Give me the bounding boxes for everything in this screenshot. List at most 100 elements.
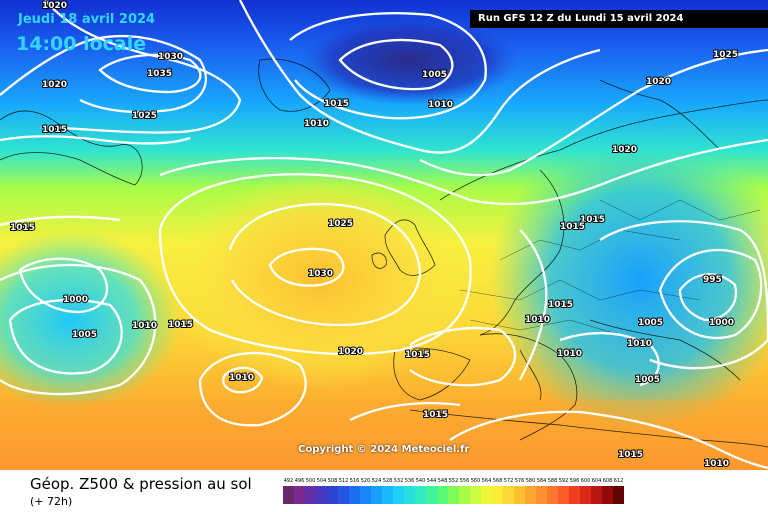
legend-value: 608 [602,478,613,484]
legend-value: 492 [283,478,294,484]
isobar-label: 1000 [709,318,734,328]
legend-swatch [591,486,602,504]
legend-value: 576 [514,478,525,484]
legend-swatch [404,486,415,504]
legend-value: 612 [613,478,624,484]
chart-title: Géop. Z500 & pression au sol [30,475,252,493]
legend-swatch [426,486,437,504]
weather-map: 1020 1030 1035 1025 1020 1015 1005 1010 … [0,0,768,470]
legend-value: 580 [525,478,536,484]
legend-value: 584 [536,478,547,484]
legend-swatches [283,486,624,504]
legend-swatch [448,486,459,504]
legend-value: 552 [448,478,459,484]
isobar-label: 1025 [713,50,738,60]
legend-swatch [492,486,503,504]
legend-value: 512 [338,478,349,484]
valid-date: Jeudi 18 avril 2024 [18,12,156,27]
legend-swatch [327,486,338,504]
legend-swatch [514,486,525,504]
isobar-label: 1010 [704,459,729,469]
valid-time: 14:00 locale [16,33,147,55]
legend-swatch [316,486,327,504]
isobar-label: 1010 [132,321,157,331]
legend-value: 568 [492,478,503,484]
deep-low-north [300,15,520,105]
forecast-lead: (+ 72h) [30,495,73,508]
legend-swatch [437,486,448,504]
legend-swatch [503,486,514,504]
isobar-label: 1010 [229,373,254,383]
isobar-label: 1010 [627,339,652,349]
legend-labels: 492 496 500 504 508 512 516 520 524 528 532 536 540 5… [283,478,624,484]
legend-swatch [305,486,316,504]
legend-value: 504 [316,478,327,484]
coastlines [0,58,768,448]
isobar-label: 1020 [42,80,67,90]
legend-swatch [470,486,481,504]
legend-swatch [415,486,426,504]
legend-swatch [558,486,569,504]
isobar-label: 1015 [42,125,67,135]
isobar-label: 1015 [548,300,573,310]
legend-value: 548 [437,478,448,484]
legend-swatch [481,486,492,504]
isobar-label: 1025 [132,111,157,121]
isobar-label: 1010 [525,315,550,325]
isobar-label: 1015 [560,222,585,232]
isobars [349,401,768,470]
orange-south [0,400,768,470]
isobar-label: 1025 [328,219,353,229]
legend-swatch [580,486,591,504]
legend-value: 496 [294,478,305,484]
legend-swatch [283,486,294,504]
isobar-label: 1015 [324,99,349,109]
legend-value: 600 [580,478,591,484]
run-banner: Run GFS 12 Z du Lundi 15 avril 2024 [470,10,768,28]
legend-swatch [547,486,558,504]
isobar-label: 1015 [405,350,430,360]
isobar-label: 1015 [168,320,193,330]
legend-value: 592 [558,478,569,484]
isobar-label: 1005 [72,330,97,340]
legend-value: 524 [371,478,382,484]
trough-west [0,230,180,410]
isobar-label: 1010 [304,119,329,129]
isobar-label: 1005 [635,375,660,385]
legend-swatch [525,486,536,504]
isobar-labels: 1020 1030 1035 1025 1020 1015 1005 1010 … [9,0,739,470]
isobar-label: 1035 [147,69,172,79]
isobar-label: 1000 [63,295,88,305]
legend-value: 556 [459,478,470,484]
legend-swatch [338,486,349,504]
isobar-label: 1030 [308,269,333,279]
legend-value: 532 [393,478,404,484]
borders [459,199,761,336]
isobar-label: 1020 [646,77,671,87]
legend-value: 520 [360,478,371,484]
legend-swatch [382,486,393,504]
isobar-label: 1020 [612,145,637,155]
legend-swatch [569,486,580,504]
legend-swatch [393,486,404,504]
legend-value: 536 [404,478,415,484]
legend-swatch [349,486,360,504]
legend-value: 508 [327,478,338,484]
isobar-label: 1005 [422,70,447,80]
legend-value: 588 [547,478,558,484]
legend-swatch [602,486,613,504]
isobar-label: 1015 [10,223,35,233]
legend-value: 500 [305,478,316,484]
legend-value: 572 [503,478,514,484]
isobar-label: 1010 [557,349,582,359]
copyright: Copyright © 2024 Meteociel.fr [298,444,470,455]
legend-swatch [294,486,305,504]
legend-swatch [613,486,624,504]
isobar-label: 1005 [638,318,663,328]
color-legend: 492 496 500 504 508 512 516 520 524 528 532 536 540 5… [283,478,624,504]
legend-swatch [459,486,470,504]
legend-swatch [371,486,382,504]
legend-value: 540 [415,478,426,484]
isobar-label: 1020 [338,347,363,357]
isobar-label: 1015 [423,410,448,420]
